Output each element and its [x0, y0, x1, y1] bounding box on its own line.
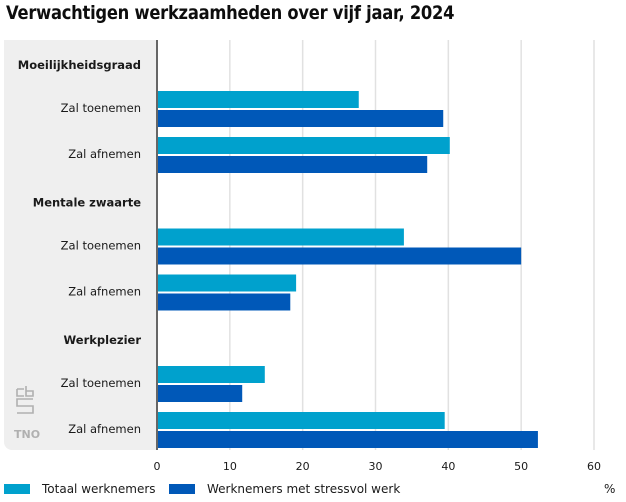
bars [157, 91, 538, 448]
logos: TNO [14, 386, 40, 441]
legend-item-totaal: Totaal werknemers [4, 482, 156, 496]
legend-item-stress: Werknemers met stressvol werk [169, 482, 400, 496]
section-label: Mentale zwaarte [33, 196, 141, 210]
x-tick-label: 60 [587, 460, 601, 473]
category-label: Zal afnemen [68, 422, 141, 436]
category-label: Zal afnemen [68, 285, 141, 299]
x-tick-label: 30 [369, 460, 383, 473]
x-axis-ticks: 0 10 20 30 40 50 60 [154, 460, 602, 473]
category-label: Zal toenemen [61, 376, 141, 390]
category-label: Zal toenemen [61, 239, 141, 253]
bar-stressvol-werk [157, 247, 522, 265]
bar-stressvol-werk [157, 385, 243, 402]
x-tick-label: 10 [223, 460, 237, 473]
section-label: Moeilijkheidsgraad [18, 58, 141, 72]
legend-swatch [169, 484, 195, 494]
x-tick-label: 50 [514, 460, 528, 473]
bar-totaal-werknemers [157, 228, 404, 246]
x-tick-label: 40 [441, 460, 455, 473]
bar-totaal-werknemers [157, 412, 445, 429]
legend-label: Werknemers met stressvol werk [207, 482, 401, 496]
bar-totaal-werknemers [157, 137, 450, 154]
x-axis-unit: % [604, 482, 616, 496]
tno-logo: TNO [14, 428, 40, 441]
bar-stressvol-werk [157, 431, 538, 448]
legend: Totaal werknemers Werknemers met stressv… [4, 482, 624, 498]
bar-stressvol-werk [157, 156, 428, 173]
legend-label: Totaal werknemers [42, 482, 156, 496]
x-tick-label: 20 [296, 460, 310, 473]
legend-swatch [4, 484, 30, 494]
bar-totaal-werknemers [157, 274, 297, 292]
category-label-panel [4, 40, 157, 450]
x-tick-label: 0 [154, 460, 161, 473]
category-label: Zal afnemen [68, 147, 141, 161]
cbs-logo [16, 386, 34, 414]
category-label: Zal toenemen [61, 101, 141, 115]
bar-totaal-werknemers [157, 366, 265, 383]
bar-stressvol-werk [157, 110, 444, 127]
bar-stressvol-werk [157, 293, 291, 311]
category-labels: Moeilijkheidsgraad Zal toenemen Zal afneme… [18, 58, 142, 436]
chart-title: Verwachtigen werkzaamheden over vijf jaa… [6, 2, 455, 24]
bar-chart: Moeilijkheidsgraad Zal toenemen Zal afneme… [18, 40, 602, 473]
section-label: Werkplezier [64, 333, 142, 347]
bar-totaal-werknemers [157, 91, 359, 108]
